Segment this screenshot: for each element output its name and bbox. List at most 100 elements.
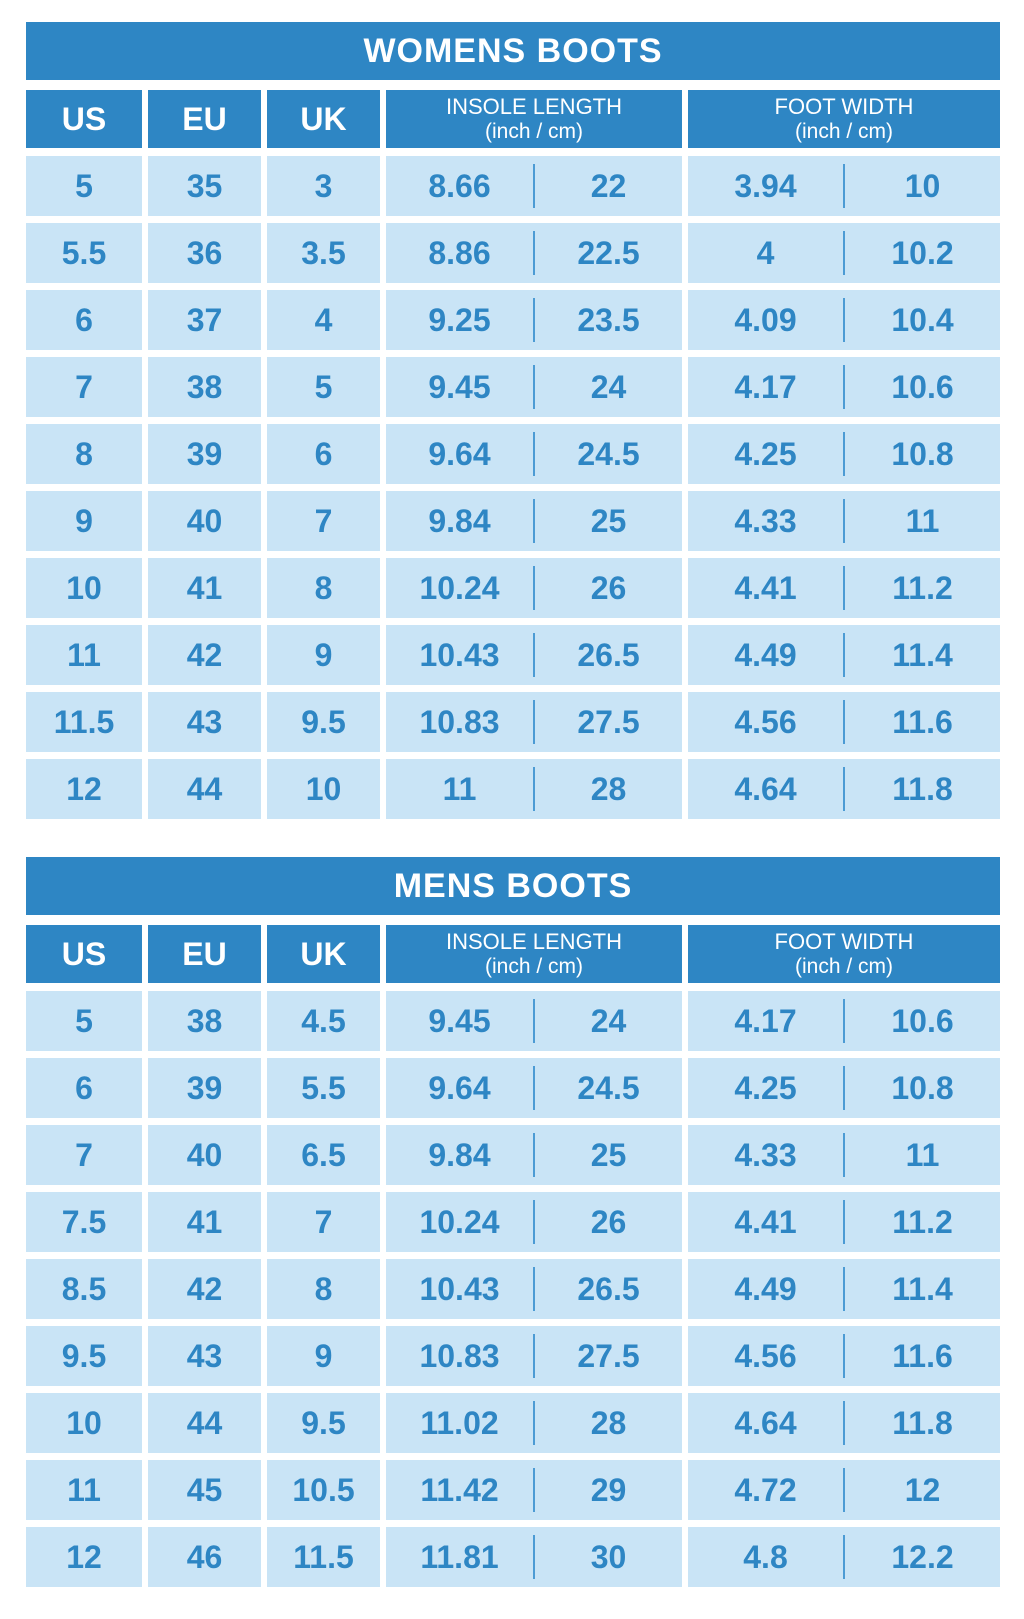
table-row: 9 40 7 9.84 25 4.33 11 [26,491,1000,551]
divider-line [843,1133,845,1177]
table-row: 8.5 42 8 10.43 26.5 4.49 11.4 [26,1259,1000,1319]
mens-header-row: US EU UK INSOLE LENGTH (inch / cm) FOOT … [26,925,1000,983]
cell-foot-width-inch: 4.8 [743,1538,788,1575]
cell-insole-length-inch: 8.66 [428,167,491,204]
cell-foot-width: 4.25 10.8 [688,1058,1000,1118]
cell-foot-width: 3.94 10 [688,156,1000,216]
cell-insole-length-inch: 8.86 [428,234,491,271]
cell-us-size: 6 [26,1058,142,1118]
cell-eu-size: 42 [148,1259,261,1319]
cell-insole-length: 10.83 27.5 [386,692,682,752]
cell-uk-size: 4 [267,290,380,350]
insole-length-label: INSOLE LENGTH [445,929,623,955]
table-row: 12 46 11.5 11.81 30 4.8 12.2 [26,1527,1000,1587]
cell-foot-width-cm: 12 [904,1471,941,1508]
cell-eu-size: 36 [148,223,261,283]
cell-us-size: 10 [26,1393,142,1453]
cell-eu-size: 43 [148,692,261,752]
cell-us-size: 11 [26,1460,142,1520]
cell-foot-width-cm: 11.8 [892,770,953,807]
table-row: 10 44 9.5 11.02 28 4.64 11.8 [26,1393,1000,1453]
divider-line [533,1334,535,1378]
cell-us-size: 8 [26,424,142,484]
table-row: 7 38 5 9.45 24 4.17 10.6 [26,357,1000,417]
cell-insole-length-cm: 27.5 [577,1337,640,1374]
divider-line [533,298,535,342]
cell-insole-length-cm: 25 [590,502,627,539]
cell-foot-width-inch: 3.94 [734,167,797,204]
cell-insole-length-cm: 24 [590,1002,627,1039]
column-header-uk: UK [267,925,380,983]
cell-insole-length-cm: 24.5 [577,435,640,472]
cell-foot-width: 4.8 12.2 [688,1527,1000,1587]
table-row: 6 39 5.5 9.64 24.5 4.25 10.8 [26,1058,1000,1118]
cell-uk-size: 10 [267,759,380,819]
cell-uk-size: 9.5 [267,692,380,752]
column-header-uk: UK [267,90,380,148]
cell-insole-length: 9.45 24 [386,991,682,1051]
table-row: 8 39 6 9.64 24.5 4.25 10.8 [26,424,1000,484]
divider-line [533,767,535,811]
cell-foot-width-inch: 4.17 [734,1002,797,1039]
cell-eu-size: 45 [148,1460,261,1520]
mens-table-title: MENS BOOTS [26,857,1000,915]
cell-foot-width: 4.56 11.6 [688,692,1000,752]
cell-insole-length: 10.24 26 [386,1192,682,1252]
cell-eu-size: 40 [148,491,261,551]
cell-foot-width-inch: 4.41 [734,1203,797,1240]
divider-line [843,1468,845,1512]
cell-insole-length-cm: 28 [590,770,627,807]
cell-insole-length-cm: 26.5 [577,1270,640,1307]
cell-uk-size: 11.5 [267,1527,380,1587]
cell-insole-length-inch: 10.43 [419,1270,500,1307]
cell-uk-size: 5.5 [267,1058,380,1118]
cell-us-size: 11 [26,625,142,685]
divider-line [533,1066,535,1110]
cell-insole-length-inch: 10.83 [419,1337,500,1374]
cell-uk-size: 9.5 [267,1393,380,1453]
cell-foot-width: 4.56 11.6 [688,1326,1000,1386]
table-row: 11.5 43 9.5 10.83 27.5 4.56 11.6 [26,692,1000,752]
cell-uk-size: 7 [267,1192,380,1252]
womens-table-title: WOMENS BOOTS [26,22,1000,80]
cell-uk-size: 6.5 [267,1125,380,1185]
cell-us-size: 12 [26,1527,142,1587]
cell-uk-size: 8 [267,558,380,618]
divider-line [843,700,845,744]
divider-line [843,1267,845,1311]
cell-foot-width-cm: 11.6 [892,1337,953,1374]
divider-line [533,1468,535,1512]
womens-table-rows: 5 35 3 8.66 22 3.94 10 5.5 36 3.5 8.86 22.5 4 10.2 6 37… [26,156,1000,819]
cell-insole-length-inch: 11 [442,770,477,807]
cell-us-size: 12 [26,759,142,819]
cell-foot-width-cm: 10.2 [891,234,954,271]
cell-uk-size: 7 [267,491,380,551]
mens-boots-table: MENS BOOTS US EU UK INSOLE LENGTH (inch … [26,857,1000,1587]
cell-eu-size: 46 [148,1527,261,1587]
cell-eu-size: 44 [148,1393,261,1453]
divider-line [843,432,845,476]
cell-foot-width-inch: 4.25 [734,1069,797,1106]
divider-line [843,365,845,409]
cell-us-size: 5 [26,991,142,1051]
column-header-insole-length: INSOLE LENGTH (inch / cm) [386,90,682,148]
table-row: 11 42 9 10.43 26.5 4.49 11.4 [26,625,1000,685]
column-header-eu: EU [148,925,261,983]
cell-insole-length: 9.84 25 [386,491,682,551]
cell-insole-length-inch: 11.02 [420,1404,499,1441]
cell-foot-width: 4.49 11.4 [688,625,1000,685]
cell-insole-length-cm: 22.5 [577,234,640,271]
table-row: 6 37 4 9.25 23.5 4.09 10.4 [26,290,1000,350]
cell-insole-length-inch: 11.42 [420,1471,499,1508]
divider-line [533,1401,535,1445]
divider-line [843,633,845,677]
divider-line [843,1200,845,1244]
cell-foot-width-cm: 12.2 [891,1538,954,1575]
cell-uk-size: 3.5 [267,223,380,283]
cell-uk-size: 10.5 [267,1460,380,1520]
cell-foot-width-cm: 10.4 [891,301,954,338]
divider-line [843,298,845,342]
cell-insole-length-inch: 9.84 [428,1136,491,1173]
cell-eu-size: 40 [148,1125,261,1185]
divider-line [533,566,535,610]
